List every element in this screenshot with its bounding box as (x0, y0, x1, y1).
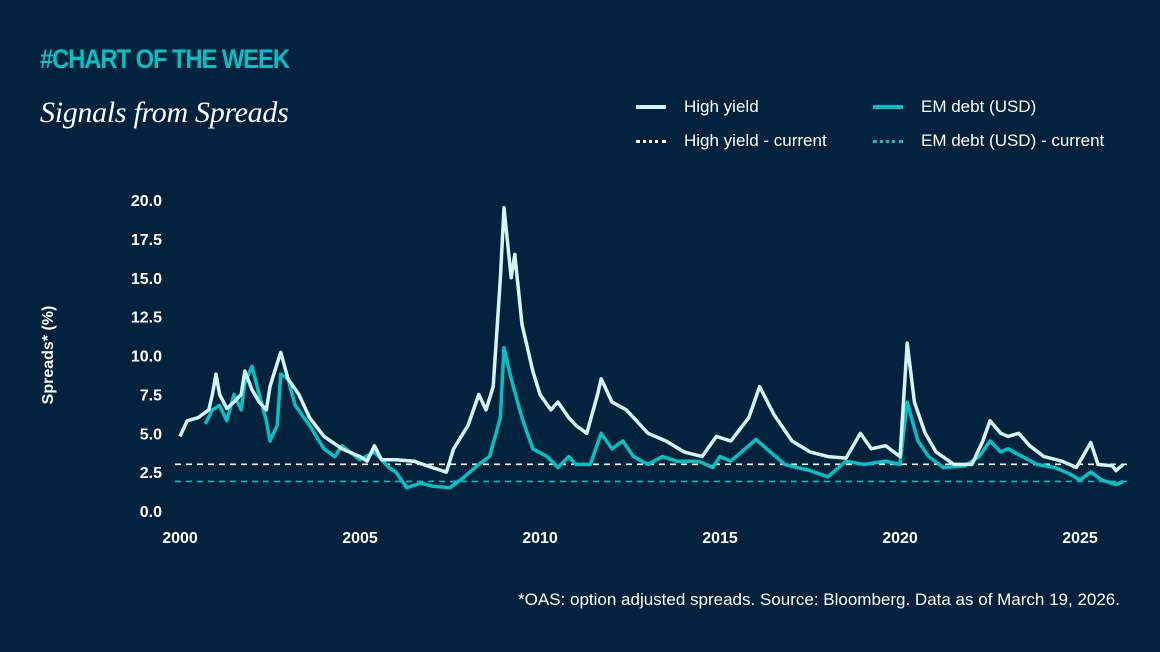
x-tick-label: 2025 (1062, 530, 1098, 547)
legend-high-yield-current: High yield - current (636, 131, 827, 151)
chart-title: Signals from Spreads (40, 96, 289, 129)
x-tick-label: 2015 (702, 530, 738, 547)
x-tick-label: 2000 (162, 530, 198, 547)
kicker: #CHART OF THE WEEK (40, 44, 290, 74)
legend-label: High yield - current (684, 131, 827, 150)
y-tick-label: 5.0 (140, 426, 162, 443)
legend-label: EM debt (USD) - current (921, 131, 1105, 150)
legend-em-debt-current: EM debt (USD) - current (873, 131, 1104, 151)
legend-swatch (636, 105, 666, 109)
y-tick-label: 15.0 (131, 271, 162, 288)
legend-swatch (873, 139, 903, 143)
y-tick-label: 12.5 (131, 310, 162, 327)
y-tick-label: 0.0 (140, 504, 162, 521)
legend-swatch (873, 105, 903, 109)
y-tick-label: 10.0 (131, 349, 162, 366)
y-axis-label: Spreads* (%) (40, 306, 57, 405)
series-high-yield-line (178, 206, 1125, 474)
y-tick-label: 7.5 (140, 387, 162, 404)
legend-label: EM debt (USD) (921, 97, 1037, 116)
series-em-debt-line (203, 345, 1124, 490)
x-tick-label: 2010 (522, 530, 558, 547)
legend-label: High yield (684, 97, 759, 116)
legend-swatch (636, 139, 666, 143)
legend-high-yield: High yield (636, 97, 759, 117)
footnote: *OAS: option adjusted spreads. Source: B… (518, 590, 1120, 609)
y-tick-label: 2.5 (140, 465, 162, 482)
x-tick-label: 2020 (882, 530, 918, 547)
y-tick-label: 17.5 (131, 232, 162, 249)
y-tick-label: 20.0 (131, 193, 162, 210)
x-tick-label: 2005 (342, 530, 378, 547)
legend-em-debt: EM debt (USD) (873, 97, 1036, 117)
